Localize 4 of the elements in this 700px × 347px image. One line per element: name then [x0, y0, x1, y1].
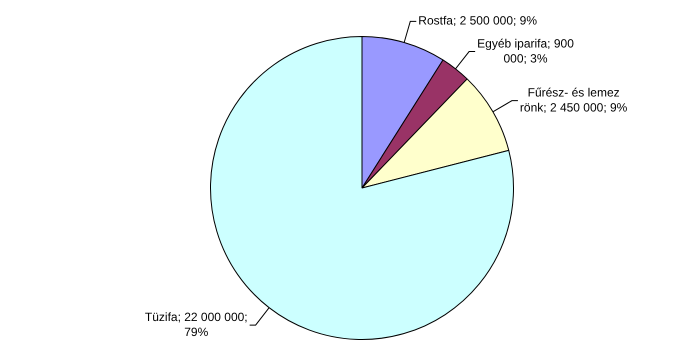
slice-label: Egyéb iparifa; 900 000; 3%: [477, 36, 574, 66]
slice-label: Rostfa; 2 500 000; 9%: [418, 14, 538, 28]
slice-label: Tüzifa; 22 000 000; 79%: [144, 310, 248, 339]
slice-label: Fűrész- és lemez rönk; 2 450 000; 9%: [520, 86, 628, 114]
